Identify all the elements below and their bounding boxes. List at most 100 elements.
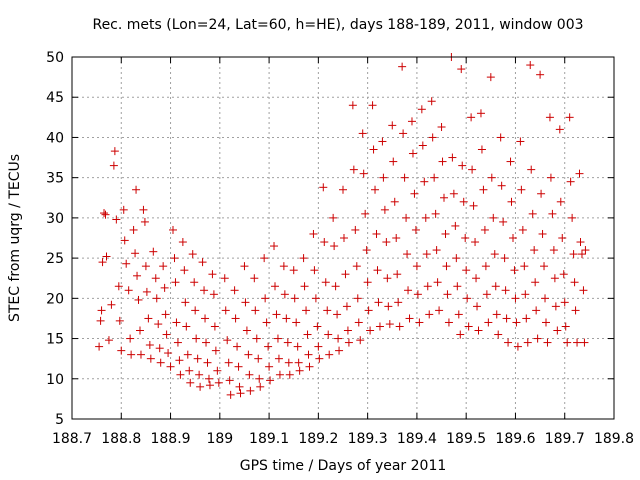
data-point: [453, 282, 462, 291]
data-point: [499, 217, 508, 226]
data-point: [393, 270, 402, 279]
data-point: [471, 238, 480, 247]
data-point: [368, 101, 377, 110]
data-point: [231, 314, 240, 323]
data-point: [169, 225, 178, 234]
x-tick-label: 189.6: [495, 431, 535, 447]
data-point: [502, 314, 511, 323]
data-point: [235, 382, 244, 391]
data-point: [149, 247, 158, 256]
data-point: [172, 318, 181, 327]
data-point: [392, 234, 401, 242]
data-point: [335, 346, 344, 355]
data-point: [252, 334, 261, 343]
data-point: [468, 165, 477, 174]
data-point: [241, 298, 250, 307]
data-point: [410, 189, 419, 198]
data-point: [506, 157, 515, 166]
data-point: [344, 338, 353, 347]
data-point: [481, 262, 490, 271]
data-point: [96, 316, 105, 325]
data-point: [507, 197, 516, 206]
data-point: [303, 330, 312, 339]
data-point: [352, 262, 361, 271]
data-point: [428, 133, 437, 142]
data-point: [366, 326, 375, 335]
data-point: [305, 362, 314, 371]
data-point: [295, 366, 304, 375]
data-point: [469, 201, 478, 210]
data-points: [95, 53, 590, 399]
data-point: [378, 137, 387, 146]
data-point: [390, 197, 399, 206]
data-point: [233, 342, 242, 351]
data-point: [559, 270, 568, 279]
data-point: [202, 338, 211, 347]
data-point: [444, 318, 453, 327]
y-tick-label: 45: [46, 90, 64, 106]
data-point: [133, 271, 142, 280]
data-point: [313, 322, 322, 331]
data-point: [354, 318, 363, 327]
data-point: [154, 320, 163, 329]
data-point: [362, 246, 371, 255]
data-point: [195, 370, 204, 379]
data-point: [178, 238, 187, 247]
data-point: [282, 314, 291, 323]
data-point: [528, 209, 537, 218]
data-point: [473, 302, 482, 311]
data-point: [101, 210, 110, 219]
data-point: [134, 295, 143, 304]
data-point: [379, 173, 388, 182]
data-point: [200, 286, 209, 295]
data-point: [398, 62, 407, 71]
data-point: [325, 350, 334, 359]
data-point: [156, 358, 165, 367]
y-axis-ticks: 5 10 15 20 25 30 35 40 45 50: [46, 50, 614, 428]
x-tick-label: 189.8: [594, 431, 634, 447]
data-point: [512, 318, 521, 327]
data-point: [411, 225, 420, 234]
data-point: [211, 346, 220, 355]
data-point: [201, 314, 210, 323]
y-tick-label: 50: [46, 50, 64, 66]
data-point: [221, 306, 230, 315]
data-point: [432, 246, 441, 255]
data-point: [131, 249, 140, 258]
x-tick-label: 189: [206, 431, 233, 447]
data-point: [230, 286, 239, 295]
data-point: [146, 354, 155, 363]
data-point: [522, 314, 531, 323]
data-point: [443, 290, 452, 299]
data-point: [492, 310, 501, 319]
data-point: [408, 149, 417, 158]
data-point: [191, 306, 200, 315]
data-point: [417, 105, 426, 114]
data-point: [497, 181, 506, 190]
data-point: [129, 225, 138, 234]
data-point: [474, 326, 483, 335]
data-point: [540, 262, 549, 271]
data-point: [521, 290, 530, 299]
grid-lines: [72, 57, 614, 419]
data-point: [224, 358, 233, 367]
data-point: [208, 270, 217, 279]
y-tick-label: 15: [46, 332, 64, 348]
data-point: [527, 165, 536, 174]
data-point: [486, 73, 495, 82]
data-point: [304, 350, 313, 359]
data-point: [173, 338, 182, 347]
data-point: [250, 274, 259, 283]
data-point: [461, 234, 470, 242]
data-point: [292, 318, 301, 327]
data-point: [261, 294, 270, 303]
data-point: [162, 330, 171, 339]
data-point: [299, 254, 308, 263]
y-tick-label: 5: [55, 412, 64, 428]
data-point: [550, 274, 559, 283]
data-point: [580, 338, 589, 347]
data-point: [359, 169, 368, 178]
data-point: [576, 238, 585, 247]
data-point: [320, 238, 329, 247]
data-point: [537, 189, 546, 198]
